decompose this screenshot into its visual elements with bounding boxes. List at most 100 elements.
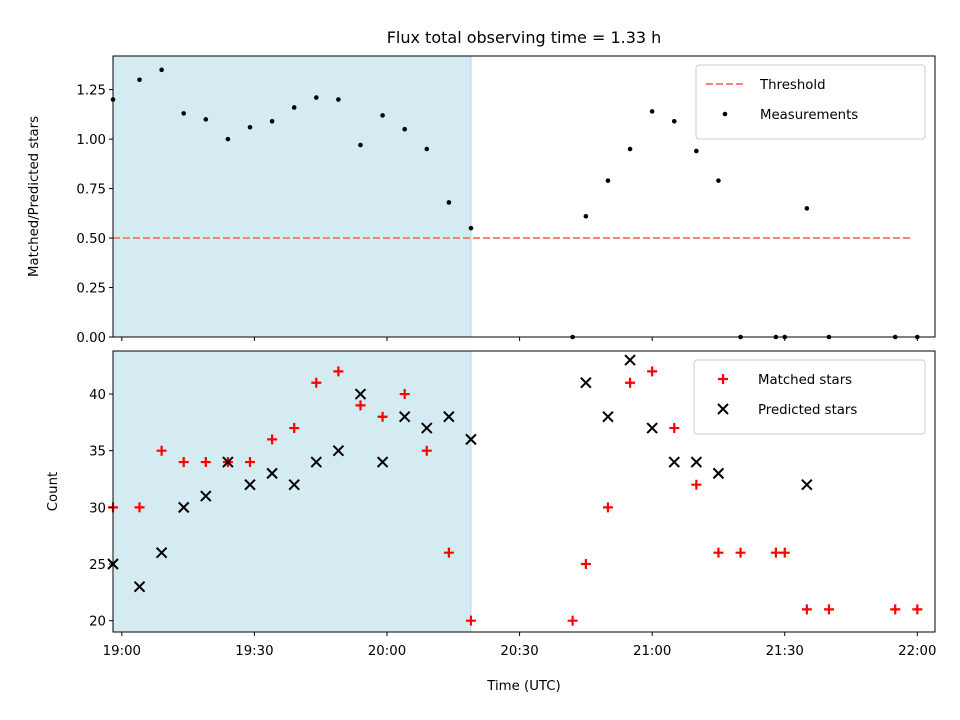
data-point xyxy=(624,354,636,366)
data-point xyxy=(376,456,389,468)
data-point xyxy=(402,126,407,132)
series-2-2 xyxy=(107,354,813,593)
legend: Threshold Measurements xyxy=(695,64,926,140)
y-axis: 0.00 0.25 0.50 0.75 1.00 1.25 xyxy=(76,84,113,346)
data-point xyxy=(355,400,366,411)
y-axis-label: Count xyxy=(46,472,61,512)
data-point xyxy=(380,113,385,118)
data-point xyxy=(222,456,234,468)
y-tick-label: 0.50 xyxy=(76,232,106,247)
data-point xyxy=(580,559,591,570)
data-point xyxy=(203,117,209,122)
legend-label: Threshold xyxy=(759,78,826,93)
data-point xyxy=(801,478,813,491)
x-tick-label: 21:00 xyxy=(633,644,671,659)
series-1-1 xyxy=(110,67,920,340)
data-point xyxy=(735,547,746,558)
data-point xyxy=(580,377,592,389)
y-tick-label: 20 xyxy=(89,615,106,630)
series-2-1 xyxy=(108,366,923,626)
y-tick-label: 40 xyxy=(89,388,106,403)
data-point xyxy=(289,423,300,434)
legend-marker xyxy=(717,403,729,415)
data-point xyxy=(377,411,388,422)
y-tick-label: 30 xyxy=(89,501,106,516)
panel-1: 0.00 0.25 0.50 0.75 1.00 1.25 Matched/Predicte… xyxy=(27,55,936,346)
legend-label: Measurements xyxy=(760,108,858,123)
y-tick-label: 1.00 xyxy=(76,133,106,148)
panels: 0.00 0.25 0.50 0.75 1.00 1.25 Matched/Predicte… xyxy=(27,55,936,659)
data-point xyxy=(178,501,190,514)
data-point xyxy=(181,111,187,116)
data-point xyxy=(245,457,255,468)
data-point xyxy=(567,615,578,626)
y-tick-label: 25 xyxy=(89,558,106,573)
chart-title: Flux total observing time = 1.33 h xyxy=(387,28,662,47)
data-point xyxy=(267,434,278,445)
panel-2: 20 25 30 35 40 Count 19:00 19:30 20:00 20:30 21:00… xyxy=(46,350,936,659)
data-point xyxy=(269,119,275,124)
data-point xyxy=(823,604,834,615)
y-axis: 20 25 30 35 40 xyxy=(89,388,113,630)
data-point xyxy=(332,445,345,457)
data-point xyxy=(310,456,322,468)
data-point xyxy=(421,422,433,434)
data-point xyxy=(804,206,810,211)
y-tick-label: 0.75 xyxy=(76,183,106,198)
data-point xyxy=(333,366,344,377)
data-point xyxy=(244,478,256,491)
data-point xyxy=(465,433,477,446)
data-point xyxy=(354,388,367,400)
data-point xyxy=(779,547,790,558)
y-axis-label: Matched/Predicted stars xyxy=(27,116,42,277)
data-point xyxy=(200,457,211,468)
data-point xyxy=(288,478,300,491)
data-point xyxy=(801,604,812,615)
data-point xyxy=(602,411,614,423)
data-point xyxy=(311,377,322,388)
data-point xyxy=(200,490,212,502)
x-tick-label: 22:00 xyxy=(898,644,936,659)
data-point xyxy=(247,124,253,130)
data-point xyxy=(155,546,168,559)
data-point xyxy=(465,615,476,626)
data-point xyxy=(625,377,636,388)
data-point xyxy=(134,502,145,513)
legend-box xyxy=(695,64,926,140)
legend-label: Predicted stars xyxy=(758,403,857,418)
data-point xyxy=(668,456,680,468)
data-point xyxy=(912,604,923,615)
data-point xyxy=(713,547,724,558)
data-point xyxy=(691,479,702,490)
legend-box xyxy=(693,359,926,435)
data-point xyxy=(137,77,142,83)
plot-frame xyxy=(112,55,936,338)
data-point xyxy=(133,580,146,593)
x-axis xyxy=(121,337,918,341)
y-tick-label: 35 xyxy=(89,445,106,460)
data-point xyxy=(646,422,658,434)
data-point xyxy=(712,467,725,480)
data-point xyxy=(313,95,319,100)
y-tick-label: 1.25 xyxy=(76,84,106,99)
y-tick-label: 0.25 xyxy=(76,282,106,297)
shaded-interval xyxy=(112,350,472,633)
data-point xyxy=(291,105,297,110)
data-point xyxy=(336,97,341,102)
data-point xyxy=(602,502,613,513)
data-point xyxy=(647,366,658,377)
data-point xyxy=(605,178,611,183)
data-point xyxy=(358,142,363,148)
data-point xyxy=(627,146,633,152)
data-point xyxy=(583,213,589,219)
data-point xyxy=(446,200,452,205)
x-tick-label: 19:00 xyxy=(103,644,141,659)
data-point xyxy=(443,547,454,558)
plot-frame xyxy=(112,350,936,633)
data-point xyxy=(890,604,901,615)
data-point xyxy=(694,148,699,154)
legend-marker xyxy=(722,111,728,117)
data-point xyxy=(671,119,677,124)
legend-marker xyxy=(718,374,728,384)
